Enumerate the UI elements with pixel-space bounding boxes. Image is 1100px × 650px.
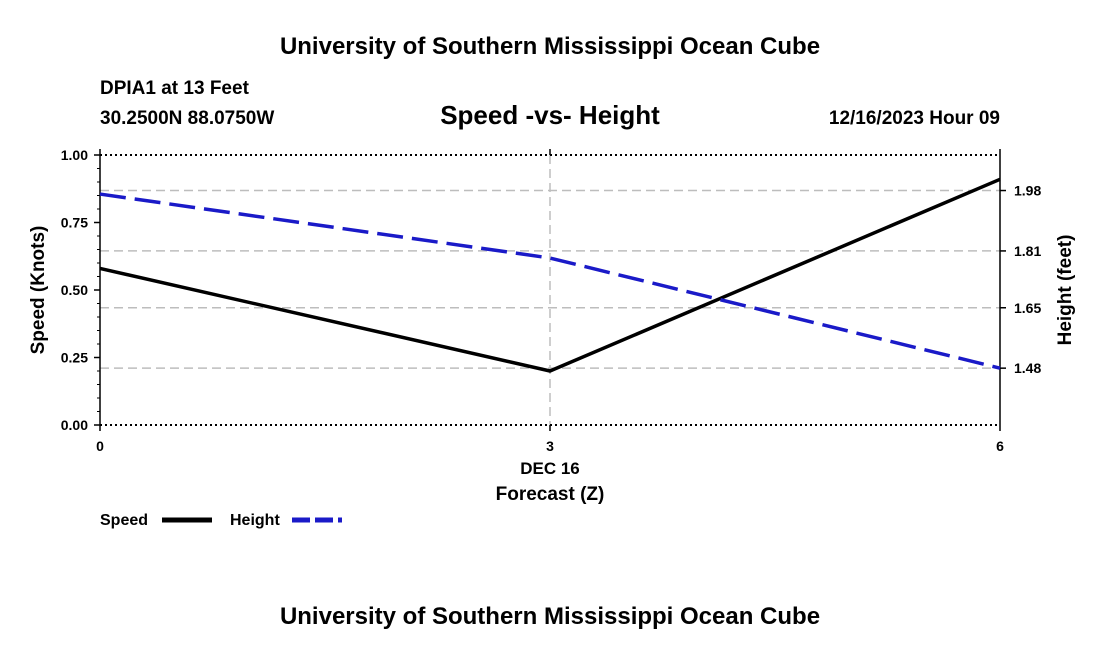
station-label: DPIA1 at 13 Feet: [100, 78, 250, 99]
y2-axis-label: Height (feet): [1055, 235, 1076, 346]
legend-label-height: Height: [230, 512, 280, 529]
x-axis-label: Forecast (Z): [496, 484, 605, 505]
y-axis-label: Speed (Knots): [28, 226, 49, 355]
y2-tick-label: 1.81: [1014, 243, 1041, 259]
grid-lines: [100, 155, 1000, 425]
y-tick-label: 1.00: [61, 147, 88, 163]
forecast-datetime: 12/16/2023 Hour 09: [829, 108, 1000, 129]
legend: Speed Height: [100, 512, 342, 529]
x-tick-label: 6: [996, 438, 1004, 454]
station-coordinates: 30.2500N 88.0750W: [100, 108, 274, 129]
footer-title: University of Southern Mississippi Ocean…: [280, 603, 820, 630]
y2-tick-label: 1.98: [1014, 183, 1041, 199]
y2-tick-label: 1.48: [1014, 360, 1041, 376]
y2-tick-label: 1.65: [1014, 300, 1041, 316]
series-lines: [99, 177, 1001, 373]
y-tick-label: 0.25: [61, 350, 88, 366]
y-tick-label: 0.75: [61, 215, 88, 231]
page-title: University of Southern Mississippi Ocean…: [280, 33, 820, 60]
chart-title: Speed -vs- Height: [440, 100, 660, 130]
legend-label-speed: Speed: [100, 512, 148, 529]
axis-ticks: 0.00 0.25 0.50 0.75 1.00 1.48 1.65 1.81 1.98 0 3 6: [61, 147, 1042, 454]
y-tick-label: 0.50: [61, 282, 88, 298]
y-tick-label: 0.00: [61, 417, 88, 433]
x-tick-label: 3: [546, 438, 554, 454]
x-axis-date-label: DEC 16: [520, 459, 580, 478]
series-line-height: [99, 192, 1001, 370]
x-tick-label: 0: [96, 438, 104, 454]
series-line-speed: [99, 177, 1001, 373]
